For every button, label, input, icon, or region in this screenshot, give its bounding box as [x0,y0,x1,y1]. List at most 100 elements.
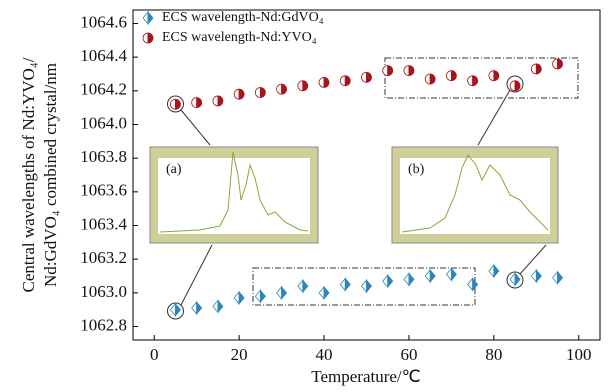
inset-a: (a) [150,147,318,243]
marker-half [192,302,197,314]
marker-half [143,12,148,24]
marker [446,71,456,81]
marker-half [239,89,244,99]
marker-half [531,270,536,282]
legend-label: ECS wavelength-Nd:YVO₄ [162,30,317,45]
marker-half [175,99,180,109]
marker [319,77,329,87]
marker-half [468,76,473,86]
marker-half [536,64,541,74]
marker [425,74,435,84]
marker-half [340,76,345,86]
marker [510,81,520,91]
marker [234,292,244,304]
y-tick-label: 1064.0 [80,113,127,132]
marker-half [362,72,367,82]
marker-half [553,272,558,284]
marker-half [558,272,563,284]
marker-half [213,96,218,106]
marker [192,98,202,108]
marker-half [494,71,499,81]
marker-half [510,81,515,91]
marker-half [148,33,153,43]
marker-half [425,270,430,282]
marker-half [260,88,265,98]
marker-half [218,96,223,106]
marker-half [213,300,218,312]
inset-label: (b) [408,162,425,177]
inset-b: (b) [392,147,558,243]
marker-half [175,304,180,316]
x-tick-label: 0 [150,345,159,364]
marker [383,275,393,287]
marker [468,278,478,290]
marker-half [494,265,499,277]
y-tick-label: 1063.6 [80,181,127,200]
marker-half [143,33,148,43]
marker-half [430,74,435,84]
marker [143,12,153,24]
marker-half [367,280,372,292]
marker-half [515,273,520,285]
marker-half [451,268,456,280]
y-tick-label: 1063.4 [80,214,127,233]
marker-half [170,99,175,109]
marker [404,273,414,285]
marker-half [446,71,451,81]
marker-half [553,59,558,69]
marker [446,268,456,280]
x-tick-label: 100 [566,345,592,364]
marker-half [255,290,260,302]
marker [553,59,563,69]
marker [362,280,372,292]
x-tick-label: 80 [485,345,502,364]
marker [255,88,265,98]
marker-half [192,98,197,108]
marker [531,270,541,282]
marker-half [345,278,350,290]
marker-half [148,12,153,24]
marker [170,99,180,109]
marker-half [255,88,260,98]
marker-half [234,89,239,99]
marker-half [383,275,388,287]
marker [553,272,563,284]
x-tick-label: 60 [400,345,417,364]
marker-half [319,287,324,299]
marker [298,81,308,91]
marker-half [473,76,478,86]
marker-half [531,64,536,74]
marker-half [468,278,473,290]
marker-half [303,280,308,292]
x-axis-label: Temperature/℃ [311,367,420,386]
marker [340,76,350,86]
y-tick-label: 1064.4 [80,46,127,65]
marker [404,66,414,76]
marker-half [324,287,329,299]
marker-half [319,77,324,87]
inset-label: (a) [166,162,182,177]
marker-half [425,74,430,84]
marker-half [558,59,563,69]
marker-half [451,71,456,81]
marker [277,287,287,299]
marker [319,287,329,299]
marker [362,72,372,82]
marker-half [430,270,435,282]
marker [468,76,478,86]
marker [255,290,265,302]
marker-half [446,268,451,280]
marker [298,280,308,292]
marker-half [197,302,202,314]
marker-half [515,81,520,91]
marker [213,96,223,106]
marker-half [197,98,202,108]
marker [531,64,541,74]
chart: (a) (b) Temperature/℃ Central wavelength… [0,0,613,392]
marker-half [404,66,409,76]
marker-half [362,280,367,292]
marker-half [367,72,372,82]
x-tick-label: 40 [316,345,333,364]
marker [425,270,435,282]
marker-half [409,66,414,76]
